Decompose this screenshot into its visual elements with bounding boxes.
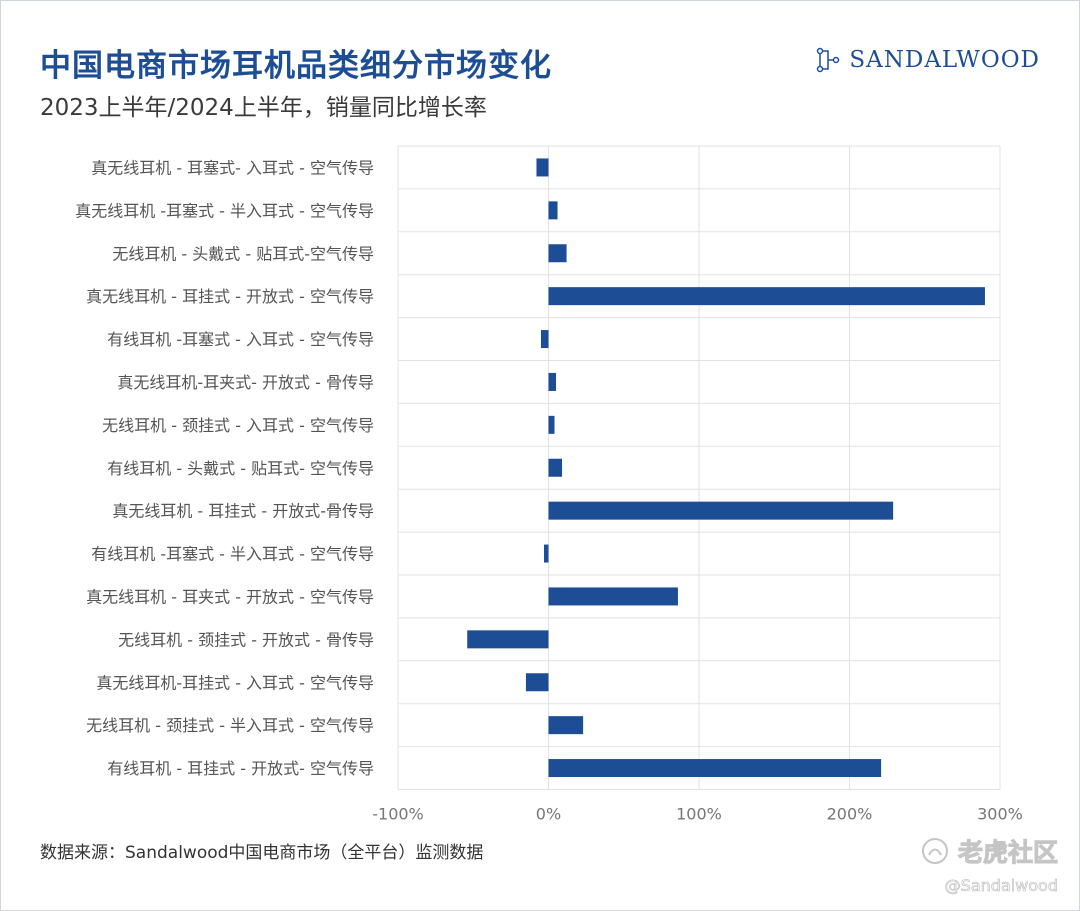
category-label: 真无线耳机-耳夹式- 开放式 - 骨传导 (117, 373, 374, 392)
bar (548, 372, 557, 391)
bar (543, 544, 549, 563)
chart-grid (397, 145, 1001, 790)
bar (548, 287, 985, 306)
bar (548, 716, 584, 735)
x-tick-label: -100% (372, 805, 424, 824)
category-label: 真无线耳机 -耳塞式 - 半入耳式 - 空气传导 (75, 201, 374, 220)
bar (540, 330, 549, 349)
bar (548, 201, 558, 220)
chart-subtitle: 2023上半年/2024上半年，销量同比增长率 (40, 95, 487, 121)
bar (525, 673, 549, 692)
category-label: 无线耳机 - 头戴式 - 贴耳式-空气传导 (112, 244, 374, 263)
x-tick-label: 100% (676, 805, 722, 824)
x-tick-label: 200% (827, 805, 873, 824)
bar (467, 630, 549, 649)
data-source-note: 数据来源：Sandalwood中国电商市场（全平台）监测数据 (40, 843, 484, 863)
watermark: 老虎社区 (920, 833, 1059, 869)
bar (536, 158, 549, 177)
brand-name: SANDALWOOD (849, 47, 1040, 73)
bars (467, 158, 985, 778)
sandalwood-logo-icon (817, 47, 840, 73)
x-tick-label: 0% (536, 805, 561, 824)
category-label: 有线耳机 -耳塞式 - 入耳式 - 空气传导 (107, 330, 374, 349)
category-label: 真无线耳机 - 耳塞式- 入耳式 - 空气传导 (91, 158, 374, 177)
category-label: 无线耳机 - 颈挂式 - 入耳式 - 空气传导 (102, 416, 374, 435)
category-label: 有线耳机 - 耳挂式 - 开放式- 空气传导 (107, 759, 374, 778)
category-label: 无线耳机 - 颈挂式 - 半入耳式 - 空气传导 (86, 716, 374, 735)
bar (548, 587, 678, 606)
x-axis-ticks: -100% 0% 100% 200% 300% (372, 805, 1023, 824)
category-label: 真无线耳机 - 耳挂式 - 开放式-骨传导 (112, 502, 374, 521)
bar (548, 501, 894, 520)
watermark-handle: @Sandalwood (944, 876, 1058, 896)
category-label: 无线耳机 - 颈挂式 - 开放式 - 骨传导 (118, 630, 374, 649)
watermark-text: 老虎社区 (957, 838, 1058, 868)
category-label: 真无线耳机-耳挂式 - 入耳式 - 空气传导 (96, 673, 374, 692)
category-label: 有线耳机 -耳塞式 - 半入耳式 - 空气传导 (91, 545, 374, 564)
tiger-community-icon (921, 838, 948, 864)
bar (548, 458, 563, 477)
bar (548, 415, 555, 434)
category-label: 真无线耳机 - 耳挂式 - 开放式 - 空气传导 (86, 287, 374, 306)
bar (548, 759, 882, 778)
category-label: 有线耳机 - 头戴式 - 贴耳式- 空气传导 (107, 459, 374, 478)
category-label: 真无线耳机 - 耳夹式 - 开放式 - 空气传导 (86, 587, 374, 606)
brand-logo: SANDALWOOD (815, 46, 1040, 74)
x-tick-label: 300% (977, 805, 1023, 824)
chart-title: 中国电商市场耳机品类细分市场变化 (40, 48, 552, 84)
bar (548, 244, 567, 263)
